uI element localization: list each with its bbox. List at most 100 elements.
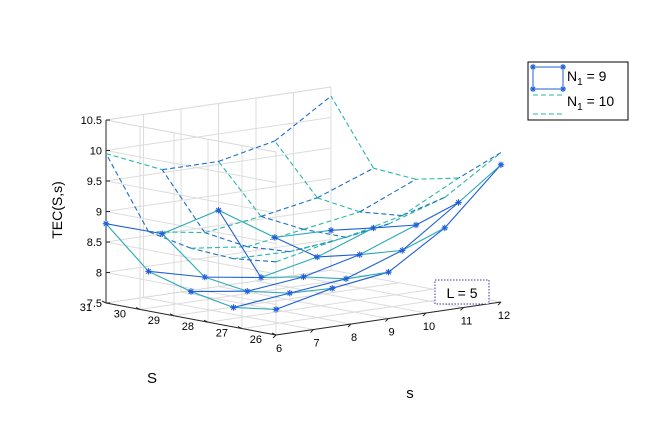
mesh-line	[105, 223, 163, 235]
legend-marker-1	[530, 86, 536, 92]
y-tick-mark	[169, 313, 175, 317]
x-tick-label: 12	[498, 310, 510, 322]
mesh-line	[330, 95, 374, 169]
data-point	[370, 224, 377, 232]
data-point-stroke	[328, 227, 334, 234]
mesh-line	[401, 177, 459, 217]
y-tick-label: 26	[250, 334, 262, 346]
data-point-stroke	[455, 199, 462, 206]
data-point	[441, 224, 448, 232]
mesh-line	[148, 231, 192, 249]
legend-marker-1	[560, 64, 566, 70]
data-point-stroke	[159, 231, 165, 237]
data-point-stroke	[103, 221, 109, 227]
x-tick-label: 6	[276, 343, 282, 355]
z-tick-label: 9.5	[87, 176, 102, 188]
data-point-stroke	[385, 269, 392, 275]
data-point	[327, 227, 335, 234]
mesh-line	[190, 246, 248, 249]
mesh-line	[274, 140, 318, 199]
data-point-stroke	[399, 247, 405, 254]
mesh-line	[444, 152, 502, 198]
data-point-stroke	[370, 225, 377, 231]
data-point	[102, 220, 110, 227]
x-tick-mark	[347, 323, 352, 328]
data-point-stroke	[300, 274, 307, 280]
mesh-line	[303, 254, 360, 278]
z-axis-label: TEC(S,s)	[49, 181, 65, 239]
legend-marker-1-stroke	[560, 86, 566, 92]
mesh-line	[303, 276, 347, 280]
mesh-line	[162, 160, 219, 171]
series-n1-10	[105, 95, 502, 263]
mesh-line	[105, 153, 149, 232]
mesh-line	[148, 270, 192, 293]
data-point	[271, 234, 278, 241]
legend-swatch-1	[532, 66, 564, 90]
legend-label-2-sub: 1	[577, 102, 583, 113]
mesh-line	[444, 164, 502, 229]
data-point-stroke	[498, 162, 504, 168]
mesh-line	[303, 228, 347, 238]
annotation-border	[434, 279, 490, 305]
grid-line	[105, 150, 277, 183]
x-tick-mark	[497, 301, 502, 306]
data-point-stroke	[258, 274, 264, 281]
mesh-line	[415, 202, 459, 226]
data-point	[314, 253, 321, 261]
legend-marker-1-stroke	[530, 86, 536, 92]
mesh-line	[275, 240, 333, 263]
mesh-line	[345, 215, 403, 238]
mesh-line	[458, 164, 502, 203]
mesh-line	[247, 246, 290, 253]
data-point-stroke	[357, 251, 363, 258]
legend-entry-1: N1 = 9	[530, 64, 607, 92]
x-tick-label: 8	[351, 332, 357, 344]
data-point	[145, 268, 152, 275]
z-tick-label: 9	[96, 207, 102, 219]
data-point	[356, 251, 363, 258]
grid-line	[105, 180, 277, 214]
legend-label-2: N1 = 10	[567, 93, 614, 113]
legend-marker-1	[560, 86, 566, 92]
data-point	[187, 288, 195, 295]
mesh-line	[289, 236, 347, 253]
legend-marker-1-stroke	[560, 64, 566, 70]
legend-border	[527, 61, 629, 121]
grid-line	[180, 291, 352, 325]
grid-line	[255, 280, 427, 314]
series-n1-9	[102, 161, 505, 313]
x-axis-label: s	[406, 385, 414, 402]
data-point-stroke	[329, 285, 335, 291]
data-point	[329, 285, 336, 292]
mesh-line	[204, 215, 262, 234]
x-tick-label: 11	[461, 316, 472, 328]
x-tick-label: 7	[313, 338, 319, 350]
data-point-stroke	[230, 304, 237, 311]
legend-marker-1-stroke	[530, 64, 536, 70]
mesh-line	[218, 161, 262, 217]
data-point	[159, 230, 166, 237]
data-point-stroke	[343, 276, 349, 282]
legend-label-1: N1 = 9	[567, 68, 607, 88]
mesh-line	[233, 258, 277, 263]
mesh-line	[345, 271, 389, 280]
data-point	[272, 306, 280, 313]
y-tick-mark	[203, 319, 209, 323]
data-point-stroke	[188, 288, 194, 295]
mesh-line	[359, 224, 417, 256]
mesh-line	[162, 209, 219, 235]
mesh-line	[247, 276, 304, 292]
data-point-stroke	[287, 290, 293, 296]
y-tick-label: 31	[80, 302, 92, 314]
mesh-line	[190, 247, 234, 260]
x-tick-mark	[310, 329, 314, 333]
data-point	[399, 247, 406, 254]
mesh-line	[274, 236, 318, 258]
mesh-line	[190, 291, 234, 308]
mesh-line	[359, 178, 417, 213]
mesh-line	[415, 177, 459, 180]
y-tick-mark	[271, 332, 277, 336]
mesh-line	[260, 256, 318, 278]
legend: N1 = 9 N1 = 10	[527, 61, 629, 121]
